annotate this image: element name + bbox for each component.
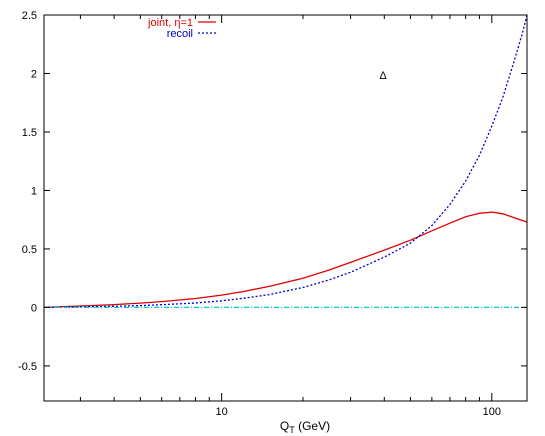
y-tick-label: 1 — [31, 185, 37, 197]
y-tick-label: 1.5 — [22, 127, 37, 139]
x-tick-label: 100 — [483, 406, 501, 418]
legend-label: recoil — [167, 28, 193, 40]
y-tick-label: 0.5 — [22, 244, 37, 256]
plot-area — [43, 14, 528, 309]
x-axis-label-unit: (GeV) — [295, 419, 330, 433]
x-axis-label-sub: T — [289, 425, 295, 435]
series-line-joint — [43, 211, 528, 309]
x-axis-label-main: Q — [280, 419, 289, 433]
series-line-recoil — [43, 14, 528, 309]
plot-frame — [43, 14, 528, 402]
legend-label: joint, η=1 — [147, 17, 193, 29]
x-tick-label: 10 — [216, 406, 228, 418]
y-tick-label: 0 — [31, 302, 37, 314]
annotation-delta: Δ — [379, 70, 387, 82]
axes: 2.5 2 1.5 1 0.5 0 -0.5 10 100 — [18, 10, 528, 418]
x-axis-label: QT (GeV) — [280, 419, 330, 435]
y-tick-label: 2.5 — [22, 10, 37, 22]
y-tick-label: -0.5 — [18, 361, 37, 373]
y-tick-label: 2 — [31, 68, 37, 80]
